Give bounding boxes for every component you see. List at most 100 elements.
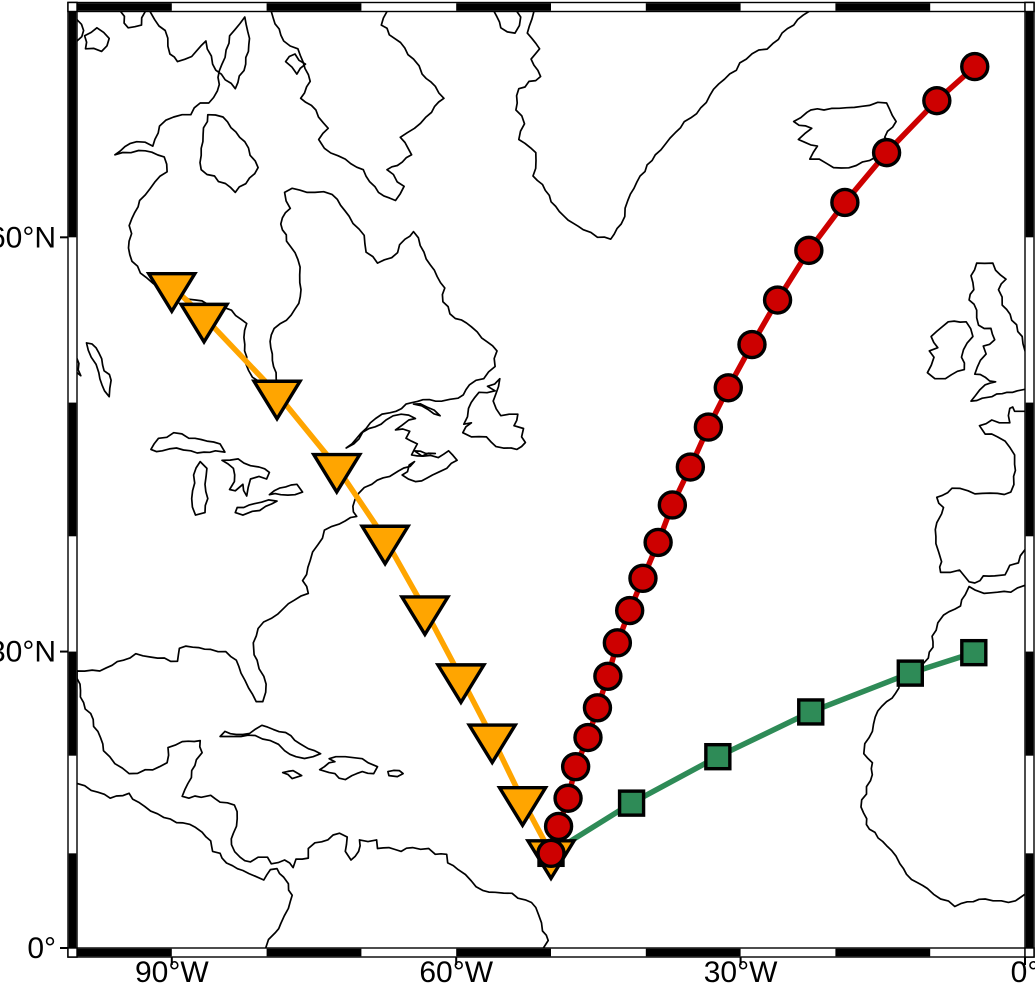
triangle-track-line bbox=[169, 283, 554, 857]
coastline-iceland bbox=[792, 101, 897, 169]
coastline-disko-island bbox=[493, 11, 522, 34]
x-tick-label: 90°W bbox=[135, 956, 209, 989]
inverted-triangle-marker bbox=[434, 663, 487, 706]
coastline-lake-ontario bbox=[268, 483, 304, 496]
coastline-king-william-island bbox=[83, 26, 111, 53]
frame-bottom-segment bbox=[835, 948, 931, 957]
coastline-americas-atlantic-mainland bbox=[77, 11, 550, 948]
coastline-southampton-island bbox=[199, 113, 259, 194]
y-tick-label: 30°N bbox=[0, 636, 56, 669]
coastline-anticosti-island bbox=[412, 403, 441, 417]
map-frame bbox=[67, 1, 1035, 958]
inverted-triangle-marker bbox=[496, 785, 549, 829]
frame-bottom-segment bbox=[266, 948, 362, 957]
coastline-jamaica bbox=[281, 769, 303, 780]
frame-bottom-segment bbox=[456, 948, 551, 957]
coastline-lake-winnipegosis bbox=[77, 357, 82, 377]
triangle-track bbox=[145, 272, 578, 882]
inverted-triangle-marker bbox=[145, 272, 198, 315]
coastline-hispaniola bbox=[318, 755, 379, 781]
circle-marker bbox=[675, 452, 706, 482]
coastline-prince-edward-island bbox=[413, 449, 437, 458]
square-track bbox=[537, 638, 988, 868]
square-marker bbox=[617, 789, 646, 817]
coastline-great-britain bbox=[968, 262, 1025, 402]
frame-corner bbox=[67, 947, 78, 958]
frame-right-segment bbox=[1025, 853, 1034, 948]
coastline-baffin-island bbox=[270, 11, 445, 202]
frame-top-segment bbox=[835, 3, 931, 11]
circle-marker bbox=[593, 661, 623, 692]
square-marker bbox=[896, 659, 924, 687]
frame-right-segment bbox=[1025, 11, 1034, 238]
inverted-triangle-marker bbox=[398, 595, 451, 638]
coastline-layer bbox=[77, 11, 1025, 948]
coastline-americas-pacific-coast bbox=[77, 782, 294, 948]
circle-track-line bbox=[548, 63, 978, 857]
y-tick-label: 60°N bbox=[0, 221, 56, 254]
frame-top-segment bbox=[645, 3, 741, 11]
circle-marker bbox=[830, 187, 860, 218]
coastline-france-iberia bbox=[934, 406, 1025, 584]
inverted-triangle-marker bbox=[310, 452, 363, 496]
coastline-ireland bbox=[926, 320, 974, 380]
coastline-newfoundland bbox=[461, 377, 527, 451]
circle-marker bbox=[614, 595, 645, 626]
coastline-lake-huron bbox=[221, 458, 271, 497]
coastline-lake-michigan bbox=[190, 460, 209, 516]
coastline-cuba bbox=[219, 724, 322, 760]
track-layer bbox=[145, 51, 990, 882]
x-tick-label: 0° bbox=[1011, 956, 1035, 989]
coastline-lake-erie bbox=[234, 499, 278, 516]
frame-bottom-segment bbox=[645, 948, 741, 957]
circle-marker bbox=[573, 722, 603, 753]
circle-marker bbox=[794, 235, 824, 266]
circle-marker bbox=[643, 527, 673, 558]
axis-annotations: 90°W 60°W 30°W 0° 0° 30°N 60°N bbox=[0, 221, 1035, 989]
coastline-victoria-island-corner bbox=[77, 18, 85, 42]
circle-marker bbox=[536, 838, 566, 869]
circle-track bbox=[536, 51, 990, 869]
frame-top-segment bbox=[77, 3, 172, 11]
circle-marker bbox=[628, 563, 658, 593]
circle-marker bbox=[560, 751, 591, 782]
frame-top-segment bbox=[456, 3, 551, 11]
frame-corner bbox=[67, 1, 78, 13]
frame-corner bbox=[1024, 947, 1035, 958]
circle-marker bbox=[762, 285, 793, 315]
circle-marker bbox=[960, 51, 990, 82]
circle-marker bbox=[543, 811, 574, 842]
square-marker bbox=[704, 742, 732, 771]
circle-marker bbox=[871, 137, 902, 168]
frame-left-segment bbox=[68, 402, 77, 537]
frame-left-segment bbox=[68, 651, 77, 756]
circle-marker bbox=[602, 628, 633, 658]
inverted-triangle-marker bbox=[359, 524, 412, 568]
x-tick-label: 60°W bbox=[419, 956, 493, 989]
frame-corner bbox=[1024, 1, 1035, 13]
coastline-lake-winnipeg bbox=[85, 342, 112, 398]
circle-marker bbox=[922, 85, 952, 116]
coastline-lake-superior bbox=[150, 431, 226, 454]
circle-marker bbox=[693, 412, 724, 442]
frame-left-segment bbox=[68, 853, 77, 948]
coastline-nw-africa bbox=[860, 584, 1025, 908]
frame-left-segment bbox=[68, 11, 77, 238]
circle-marker bbox=[582, 693, 613, 723]
coastline-greenland bbox=[515, 11, 810, 241]
square-marker bbox=[797, 698, 825, 726]
inverted-triangle-marker bbox=[250, 379, 304, 422]
frame-top-segment bbox=[266, 3, 362, 11]
coastline-boothia-peninsula bbox=[119, 11, 147, 29]
frame-right-segment bbox=[1025, 651, 1034, 756]
x-tick-label: 30°W bbox=[704, 956, 778, 989]
circle-marker bbox=[657, 490, 688, 520]
circle-marker bbox=[713, 373, 743, 403]
frame-right-segment bbox=[1025, 402, 1034, 537]
circle-marker bbox=[553, 783, 583, 813]
coastline-puerto-rico bbox=[387, 769, 404, 778]
coastline-prince-charles-island bbox=[284, 53, 307, 75]
